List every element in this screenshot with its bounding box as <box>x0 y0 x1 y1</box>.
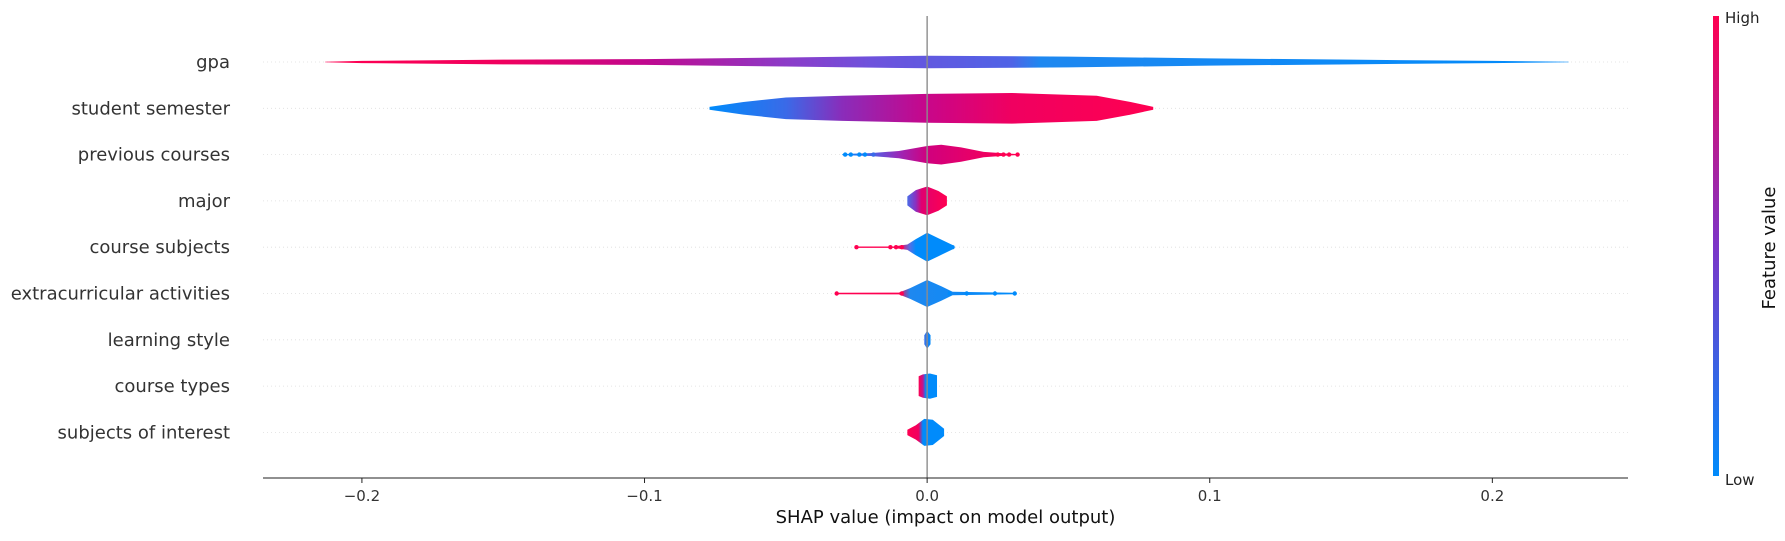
point-previous-courses-1 <box>848 152 854 157</box>
feature-label-gpa: gpa <box>196 52 230 73</box>
point-previous-courses-0 <box>842 152 848 157</box>
point-extracurricular-activities-2 <box>947 291 952 296</box>
violin-gpa <box>325 55 1569 69</box>
point-course-subjects-3 <box>899 245 904 250</box>
point-course-subjects-0 <box>854 245 859 250</box>
point-course-subjects-4 <box>950 245 955 250</box>
point-previous-courses-2 <box>857 152 862 157</box>
point-previous-courses-8 <box>1015 152 1020 157</box>
point-extracurricular-activities-0 <box>834 291 839 296</box>
point-extracurricular-activities-3 <box>964 291 969 296</box>
x-ticks-group: −0.2 −0.1 0.0 0.1 0.2 <box>344 478 1504 505</box>
colorbar-low-label: Low <box>1725 471 1755 489</box>
point-previous-courses-6 <box>1001 152 1006 157</box>
point-previous-courses-7 <box>1006 152 1012 157</box>
violin-previous-courses <box>842 144 1018 165</box>
tick-0p1-label: 0.1 <box>1198 487 1222 505</box>
scatter-points-group <box>834 152 1020 296</box>
feature-label-extracurricular-activities: extracurricular activities <box>11 284 230 305</box>
point-course-subjects-1 <box>888 245 893 250</box>
feature-label-course-types: course types <box>115 376 230 397</box>
point-extracurricular-activities-1 <box>899 291 904 296</box>
tick-0p2-label: 0.2 <box>1480 487 1504 505</box>
violin-subjects-of-interest <box>907 418 945 446</box>
tick-0-label: 0.0 <box>915 487 939 505</box>
tick-neg0p1-label: −0.1 <box>626 487 662 505</box>
feature-label-previous-courses: previous courses <box>78 145 230 166</box>
colorbar-gradient <box>1713 16 1719 476</box>
x-axis-title: SHAP value (impact on model output) <box>776 507 1116 528</box>
feature-label-student-semester: student semester <box>71 98 230 119</box>
point-extracurricular-activities-4 <box>992 291 998 296</box>
colorbar: High Low Feature value <box>1713 9 1780 489</box>
feature-label-course-subjects: course subjects <box>89 237 230 258</box>
violin-course-subjects <box>856 232 953 262</box>
violin-extracurricular-activities <box>836 280 1015 307</box>
violin-course-types <box>918 373 938 399</box>
point-previous-courses-5 <box>995 152 1000 157</box>
violin-student-semester <box>709 93 1154 124</box>
colorbar-high-label: High <box>1725 9 1759 27</box>
point-extracurricular-activities-5 <box>1012 291 1017 296</box>
violins-group <box>325 55 1569 446</box>
feature-labels-group: gpa student semester previous courses major… <box>11 52 231 443</box>
point-course-subjects-2 <box>893 245 899 250</box>
point-previous-courses-4 <box>871 152 876 157</box>
feature-label-subjects-of-interest: subjects of interest <box>58 422 230 443</box>
tick-neg0p2-label: −0.2 <box>344 487 380 505</box>
point-previous-courses-3 <box>862 152 868 157</box>
feature-label-learning-style: learning style <box>108 330 230 351</box>
feature-label-major: major <box>178 191 231 212</box>
colorbar-title: Feature value <box>1759 187 1780 310</box>
